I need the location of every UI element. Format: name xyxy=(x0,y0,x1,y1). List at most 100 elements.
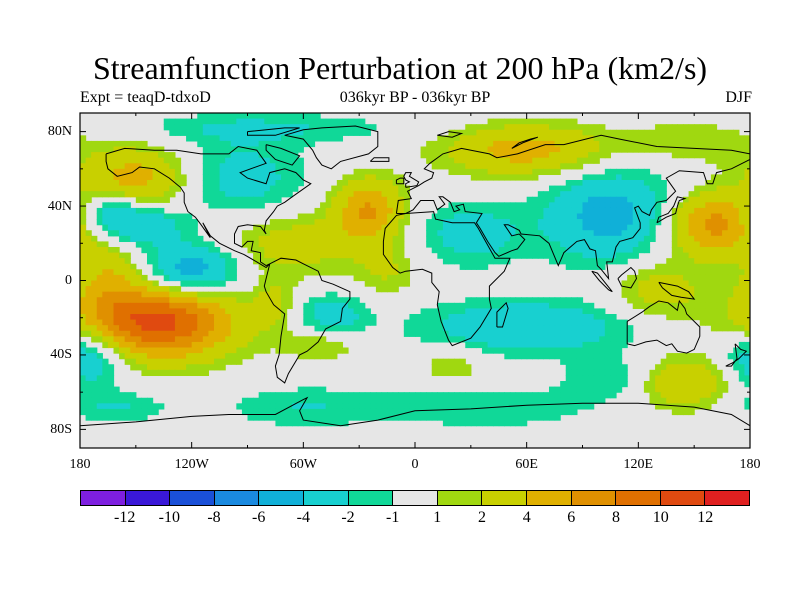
contour-cell xyxy=(342,319,349,326)
contour-cell xyxy=(649,291,656,298)
contour-cell xyxy=(493,152,500,159)
contour-cell xyxy=(554,235,561,243)
contour-cell xyxy=(342,196,349,203)
contour-cell xyxy=(632,286,639,293)
contour-cell xyxy=(482,325,489,332)
contour-cell xyxy=(85,196,92,203)
colorbar-label: -12 xyxy=(114,509,136,526)
contour-cell xyxy=(459,152,466,159)
contour-cell xyxy=(465,140,472,148)
contour-cell xyxy=(353,308,360,315)
contour-cell xyxy=(655,207,662,215)
contour-cell xyxy=(487,202,494,209)
contour-cell xyxy=(214,118,221,125)
contour-cell xyxy=(230,314,237,321)
contour-cell xyxy=(130,280,137,287)
contour-cell xyxy=(543,191,550,198)
contour-cell xyxy=(694,308,701,315)
contour-cell xyxy=(275,319,282,326)
contour-cell xyxy=(604,219,612,226)
contour-cell xyxy=(130,358,137,365)
contour-cell xyxy=(643,291,651,298)
contour-cell xyxy=(191,269,198,276)
contour-cell xyxy=(655,297,662,304)
contour-cell xyxy=(504,174,511,181)
contour-cell xyxy=(107,140,115,148)
contour-cell xyxy=(738,364,746,371)
contour-cell xyxy=(297,252,304,259)
contour-cell xyxy=(504,135,511,142)
contour-cell xyxy=(174,336,182,343)
contour-cell xyxy=(208,252,215,259)
contour-cell xyxy=(202,258,210,265)
contour-cell xyxy=(247,308,254,315)
contour-cell xyxy=(576,152,584,159)
contour-cell xyxy=(236,202,243,209)
contour-cell xyxy=(554,168,561,176)
contour-cell xyxy=(80,247,87,254)
contour-cell xyxy=(459,403,466,410)
contour-cell xyxy=(253,308,260,315)
contour-cell xyxy=(621,191,628,198)
contour-cell xyxy=(459,369,466,377)
contour-cell xyxy=(124,185,131,192)
contour-cell xyxy=(253,235,260,243)
contour-cell xyxy=(515,129,522,136)
contour-cell xyxy=(253,185,260,192)
contour-cell xyxy=(241,118,249,125)
contour-cell xyxy=(722,258,729,265)
contour-cell xyxy=(381,269,388,276)
contour-cell xyxy=(247,397,254,404)
contour-cell xyxy=(398,180,405,187)
contour-cell xyxy=(225,152,232,159)
contour-cell xyxy=(426,241,433,248)
contour-cell xyxy=(286,414,293,421)
contour-cell xyxy=(571,397,578,404)
contour-cell xyxy=(476,414,483,421)
contour-cell xyxy=(348,319,355,326)
contour-cell xyxy=(610,369,617,377)
contour-cell xyxy=(588,403,595,410)
contour-cell xyxy=(576,297,584,304)
contour-cell xyxy=(135,308,143,315)
contour-cell xyxy=(588,375,595,382)
contour-cell xyxy=(214,163,221,170)
contour-cell xyxy=(163,308,170,315)
contour-cell xyxy=(543,202,550,209)
contour-cell xyxy=(107,274,115,282)
contour-cell xyxy=(722,230,729,237)
contour-cell xyxy=(169,224,176,231)
contour-cell xyxy=(722,135,729,142)
contour-cell xyxy=(186,280,193,287)
contour-cell xyxy=(537,207,545,215)
contour-cell xyxy=(565,235,572,243)
contour-cell xyxy=(286,180,293,187)
contour-cell xyxy=(119,252,126,259)
contour-cell xyxy=(487,140,494,148)
contour-cell xyxy=(470,146,478,153)
contour-cell xyxy=(638,202,645,209)
contour-cell xyxy=(264,140,271,148)
contour-cell xyxy=(147,314,154,321)
contour-cell xyxy=(549,353,556,360)
contour-cell xyxy=(292,129,299,136)
contour-cell xyxy=(504,297,511,304)
contour-cell xyxy=(320,353,327,360)
contour-cell xyxy=(247,325,254,332)
contour-cell xyxy=(610,235,617,243)
contour-cell xyxy=(498,140,505,148)
contour-cell xyxy=(269,325,277,332)
contour-cell xyxy=(325,224,332,231)
contour-cell xyxy=(470,408,478,416)
contour-cell xyxy=(504,314,511,321)
contour-cell xyxy=(610,375,617,382)
contour-cell xyxy=(565,157,572,164)
contour-cell xyxy=(437,140,444,148)
contour-cell xyxy=(152,185,159,192)
contour-cell xyxy=(281,135,288,142)
contour-cell xyxy=(80,308,87,315)
contour-cell xyxy=(387,235,394,243)
contour-cell xyxy=(208,274,215,282)
contour-cell xyxy=(442,397,450,404)
contour-cell xyxy=(96,381,103,388)
